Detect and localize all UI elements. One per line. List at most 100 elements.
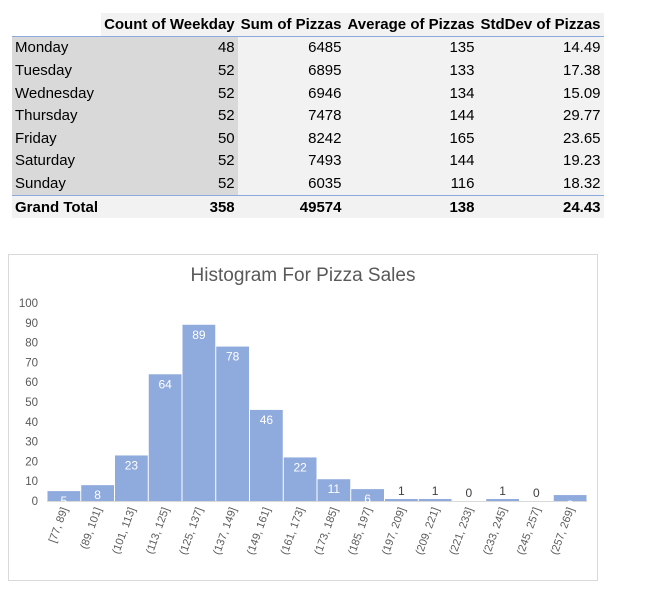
header-average-of-pizzas[interactable]: Average of Pizzas: [344, 13, 478, 37]
x-tick-label: (197, 209]: [380, 506, 408, 557]
cell-average[interactable]: 134: [344, 81, 478, 105]
histogram-bar[interactable]: [486, 499, 519, 501]
cell-average[interactable]: 144: [344, 104, 478, 127]
pivot-row[interactable]: Saturday 52 7493 144 19.23: [12, 149, 604, 173]
row-label[interactable]: Wednesday: [12, 81, 102, 105]
cell-count[interactable]: 52: [101, 81, 238, 105]
total-count[interactable]: 358: [101, 194, 238, 219]
pivot-row[interactable]: Tuesday 52 6895 133 17.38: [12, 59, 604, 82]
y-tick-label: 100: [19, 298, 38, 310]
data-label: 1: [499, 484, 506, 498]
row-label[interactable]: Monday: [12, 36, 102, 60]
header-sum-of-pizzas[interactable]: Sum of Pizzas: [237, 13, 345, 37]
cell-sum[interactable]: 6895: [237, 59, 345, 82]
histogram-bar[interactable]: [250, 409, 283, 501]
total-average[interactable]: 138: [344, 194, 478, 219]
x-tick-label: (101, 113]: [110, 506, 138, 556]
histogram-bar[interactable]: [182, 324, 216, 501]
pivot-row[interactable]: Monday 48 6485 135 14.49: [12, 36, 604, 60]
data-label: 5: [61, 494, 68, 508]
cell-count[interactable]: 52: [101, 104, 238, 127]
x-tick-label: (173, 185]: [312, 506, 340, 557]
row-label[interactable]: Friday: [12, 126, 102, 150]
histogram-bar[interactable]: [115, 455, 148, 501]
cell-average[interactable]: 133: [344, 59, 478, 82]
cell-count[interactable]: 48: [101, 36, 238, 60]
total-sum[interactable]: 49574: [237, 194, 345, 219]
cell-average[interactable]: 116: [344, 172, 478, 196]
histogram-bar[interactable]: [553, 495, 587, 501]
cell-sum[interactable]: 6035: [237, 172, 345, 196]
histogram-bar[interactable]: [81, 485, 114, 501]
x-tick-label: (113, 125]: [144, 506, 172, 556]
x-tick-label: (137, 149]: [211, 506, 239, 557]
cell-sum[interactable]: 7478: [237, 104, 345, 127]
histogram-bar[interactable]: [283, 457, 317, 501]
x-tick-label: (161, 173]: [279, 506, 307, 557]
data-label: 1: [398, 484, 405, 498]
cell-sum[interactable]: 6485: [237, 36, 345, 60]
grand-total-row[interactable]: Grand Total 358 49574 138 24.43: [12, 194, 604, 219]
row-label[interactable]: Tuesday: [12, 59, 102, 82]
data-label: 64: [158, 377, 172, 391]
cell-stddev[interactable]: 15.09: [477, 81, 604, 105]
x-tick-label: (257, 269]: [549, 506, 577, 557]
cell-average[interactable]: 144: [344, 149, 478, 173]
cell-stddev[interactable]: 14.49: [477, 36, 604, 60]
data-label: 11: [328, 482, 341, 496]
cell-stddev[interactable]: 18.32: [477, 172, 604, 196]
cell-average[interactable]: 165: [344, 126, 478, 150]
row-label[interactable]: Thursday: [12, 104, 102, 127]
pivot-row[interactable]: Sunday 52 6035 116 18.32: [12, 172, 604, 196]
cell-count[interactable]: 52: [101, 172, 238, 196]
histogram-bar[interactable]: [418, 499, 452, 501]
x-tick-label: (185, 197]: [346, 506, 374, 557]
header-count-of-weekday[interactable]: Count of Weekday: [101, 13, 238, 37]
pivot-row[interactable]: Wednesday 52 6946 134 15.09: [12, 81, 604, 105]
y-tick-label: 90: [25, 318, 38, 330]
data-label: 22: [293, 460, 307, 474]
y-tick-label: 40: [25, 417, 38, 429]
data-label: 3: [567, 498, 574, 512]
cell-sum[interactable]: 6946: [237, 81, 345, 105]
cell-stddev[interactable]: 19.23: [477, 149, 604, 173]
cell-count[interactable]: 52: [101, 59, 238, 82]
histogram-bar[interactable]: [385, 499, 418, 501]
histogram-bar[interactable]: [317, 479, 351, 501]
data-label: 78: [226, 350, 240, 364]
cell-stddev[interactable]: 17.38: [477, 59, 604, 82]
y-tick-label: 70: [25, 357, 38, 369]
x-tick-label: [77, 89]: [47, 506, 71, 545]
y-tick-label: 0: [32, 496, 38, 508]
pivot-row[interactable]: Thursday 52 7478 144 29.77: [12, 104, 604, 127]
y-tick-label: 50: [25, 397, 38, 409]
header-stddev-of-pizzas[interactable]: StdDev of Pizzas: [477, 13, 604, 37]
pivot-row[interactable]: Friday 50 8242 165 23.65: [12, 126, 604, 150]
cell-count[interactable]: 52: [101, 149, 238, 173]
cell-sum[interactable]: 8242: [237, 126, 345, 150]
x-tick-label: (221, 233]: [447, 506, 475, 557]
x-tick-label: (209, 221]: [414, 506, 442, 557]
histogram-bar[interactable]: [148, 374, 182, 501]
grand-total-label[interactable]: Grand Total: [12, 194, 102, 219]
histogram-chart[interactable]: Histogram For Pizza Sales 0 10 20 30 40 50 60 7…: [8, 254, 598, 581]
cell-average[interactable]: 135: [344, 36, 478, 60]
row-label[interactable]: Sunday: [12, 172, 102, 196]
y-tick-label: 10: [25, 476, 38, 488]
cell-count[interactable]: 50: [101, 126, 238, 150]
data-label: 46: [260, 413, 274, 427]
total-stddev[interactable]: 24.43: [477, 194, 604, 219]
histogram-bar[interactable]: [47, 491, 81, 501]
cell-sum[interactable]: 7493: [237, 149, 345, 173]
row-label[interactable]: Saturday: [12, 149, 102, 173]
histogram-bar[interactable]: [351, 489, 384, 501]
histogram-bar[interactable]: [216, 346, 249, 501]
data-label: 6: [364, 492, 371, 506]
y-tick-label: 30: [25, 437, 38, 449]
x-tick-label: (245, 257]: [515, 506, 543, 557]
data-label: 0: [466, 486, 473, 500]
y-tick-label: 60: [25, 377, 38, 389]
cell-stddev[interactable]: 23.65: [477, 126, 604, 150]
cell-stddev[interactable]: 29.77: [477, 104, 604, 127]
